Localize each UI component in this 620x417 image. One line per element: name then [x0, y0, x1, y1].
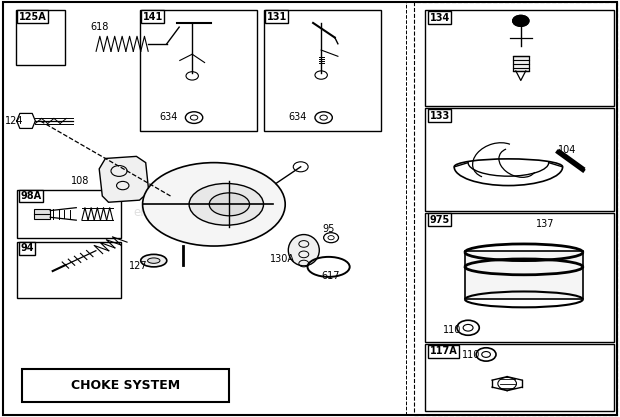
- Ellipse shape: [141, 254, 167, 267]
- Text: eReplacementParts.com: eReplacementParts.com: [133, 206, 277, 219]
- Text: 98A: 98A: [20, 191, 42, 201]
- Bar: [425, 108, 614, 211]
- Ellipse shape: [210, 193, 249, 216]
- Bar: [17, 190, 121, 238]
- Text: 618: 618: [90, 22, 108, 32]
- Bar: [425, 10, 614, 106]
- Text: 975: 975: [430, 215, 450, 225]
- Text: 617: 617: [321, 271, 340, 281]
- Bar: [264, 10, 381, 131]
- Ellipse shape: [143, 163, 285, 246]
- Text: 130A: 130A: [270, 254, 295, 264]
- Text: 108: 108: [71, 176, 90, 186]
- Bar: [425, 344, 614, 411]
- Text: 127: 127: [129, 261, 148, 271]
- Text: 124: 124: [5, 116, 24, 126]
- Ellipse shape: [189, 183, 264, 225]
- PathPatch shape: [99, 156, 149, 202]
- Text: 137: 137: [536, 219, 555, 229]
- Ellipse shape: [148, 258, 160, 264]
- Circle shape: [513, 15, 529, 26]
- Bar: [425, 213, 614, 342]
- Text: 133: 133: [430, 111, 450, 121]
- Text: 141: 141: [143, 12, 163, 22]
- Text: 131: 131: [267, 12, 287, 22]
- Bar: [17, 242, 121, 298]
- Text: 117A: 117A: [430, 346, 458, 356]
- Text: 125A: 125A: [19, 12, 46, 22]
- Text: 134: 134: [430, 13, 450, 23]
- Bar: [140, 10, 257, 131]
- Bar: [414, 2, 617, 415]
- Bar: [513, 56, 529, 71]
- Text: 110: 110: [462, 350, 480, 360]
- Text: CHOKE SYSTEM: CHOKE SYSTEM: [71, 379, 180, 392]
- Text: 95: 95: [322, 224, 335, 234]
- Bar: [34, 209, 50, 219]
- Text: 634: 634: [288, 112, 307, 122]
- Text: 94: 94: [20, 243, 34, 253]
- Bar: [16, 10, 65, 65]
- Bar: [465, 251, 583, 299]
- Text: 104: 104: [558, 145, 577, 155]
- Text: 634: 634: [159, 112, 178, 122]
- Text: 110: 110: [443, 325, 462, 335]
- Bar: [22, 369, 229, 402]
- Ellipse shape: [288, 234, 319, 266]
